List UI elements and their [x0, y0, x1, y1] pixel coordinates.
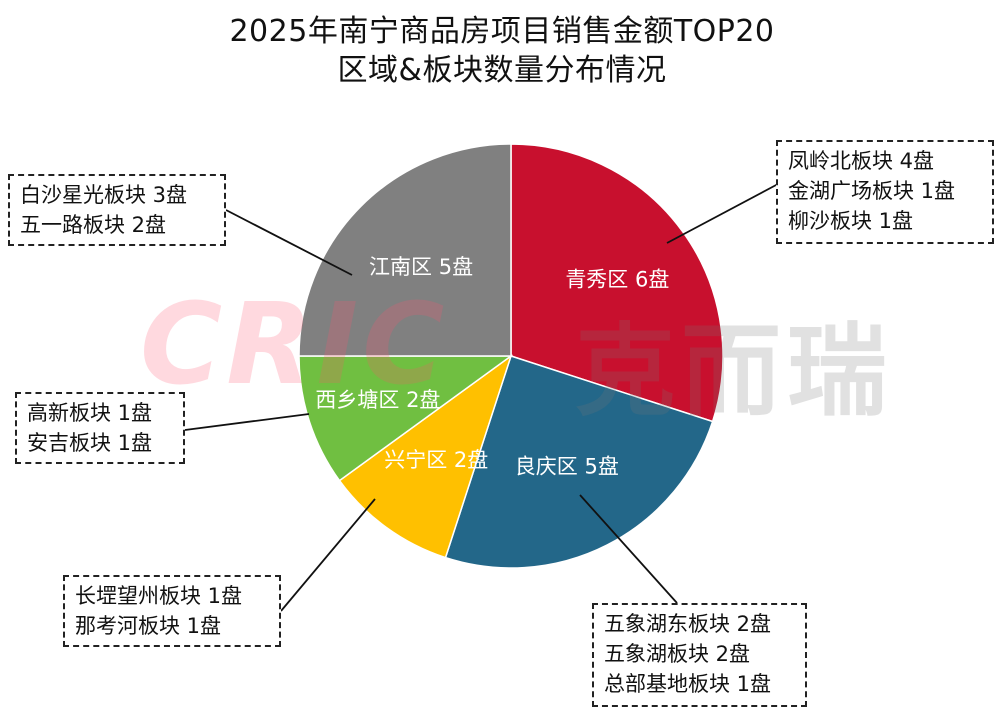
annotation-box-jiangnan: 白沙星光板块 3盘 五一路板块 2盘	[8, 174, 226, 246]
pie-slice-3	[298, 355, 514, 482]
annotation-line: 高新板块 1盘	[27, 401, 153, 425]
annotation-line: 白沙星光板块 3盘	[20, 183, 188, 207]
pie-slice-0	[510, 143, 724, 423]
annotation-box-xixiangtang: 高新板块 1盘 安吉板块 1盘	[15, 392, 185, 464]
slice-label-3: 西乡塘区 2盘	[315, 388, 440, 412]
leader-line-2	[280, 498, 376, 612]
pie-slice-1	[444, 355, 714, 569]
annotation-line: 安吉板块 1盘	[27, 431, 153, 455]
watermark-kerui: 克而瑞	[575, 313, 893, 430]
slice-label-1: 良庆区 5盘	[515, 455, 619, 479]
annotation-line: 那考河板块 1盘	[75, 614, 222, 638]
annotation-line: 五一路板块 2盘	[20, 213, 167, 237]
slice-label-2: 兴宁区 2盘	[384, 448, 488, 472]
leader-line-1	[579, 494, 678, 604]
leader-line-0	[666, 183, 779, 244]
annotation-line: 长堽望州板块 1盘	[75, 584, 243, 608]
annotation-box-liangqing: 五象湖东板块 2盘 五象湖板块 2盘 总部基地板块 1盘	[592, 603, 807, 707]
annotation-box-xingning: 长堽望州板块 1盘 那考河板块 1盘	[63, 575, 281, 647]
slice-label-4: 江南区 5盘	[369, 255, 473, 279]
annotation-line: 五象湖东板块 2盘	[604, 612, 772, 636]
annotation-line: 金湖广场板块 1盘	[788, 179, 956, 203]
leader-line-4	[225, 209, 353, 276]
annotation-box-qingxiu: 凤岭北板块 4盘 金湖广场板块 1盘 柳沙板块 1盘	[776, 140, 994, 244]
watermark-cric: CRIC	[140, 280, 449, 410]
annotation-line: 凤岭北板块 4盘	[788, 149, 935, 173]
pie-slice-4	[298, 143, 512, 357]
annotation-line: 柳沙板块 1盘	[788, 209, 914, 233]
annotation-line: 总部基地板块 1盘	[604, 672, 772, 696]
slice-label-0: 青秀区 6盘	[565, 268, 669, 292]
leader-line-3	[184, 413, 310, 431]
annotation-line: 五象湖板块 2盘	[604, 642, 751, 666]
chart-title-line1: 2025年南宁商品房项目销售金额TOP20	[229, 14, 775, 49]
chart-title-line2: 区域&板块数量分布情况	[337, 53, 667, 88]
pie-slice-2	[338, 354, 513, 559]
